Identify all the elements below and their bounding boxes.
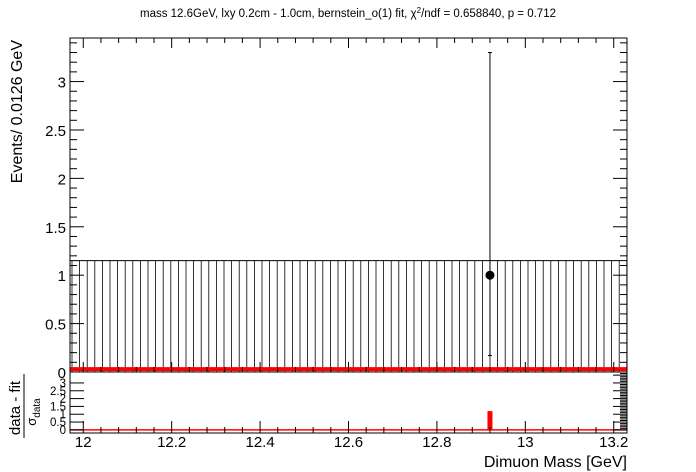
pull-bar bbox=[487, 411, 493, 430]
y-tick-label: 2.5 bbox=[45, 123, 66, 140]
y-axis-label: Events/ 0.0126 GeV bbox=[9, 40, 26, 184]
pull-plot-frame bbox=[69, 371, 628, 434]
y-tick-label: 3 bbox=[58, 75, 66, 92]
x-tick-label: 13.2 bbox=[599, 434, 628, 451]
x-tick-label: 12.2 bbox=[157, 434, 186, 451]
pull-y-tick-label: 3 bbox=[60, 378, 66, 390]
pull-y-label-denominator: σdata bbox=[24, 398, 43, 426]
y-tick-label: 0 bbox=[58, 365, 66, 382]
main-plot-panel: 0 0.5 1 1.5 2 2.5 3 Events/ 0.0126 GeV bbox=[9, 37, 628, 382]
y-tick-label: 1 bbox=[58, 268, 66, 285]
pull-y-tick-label: 2 bbox=[60, 394, 66, 406]
y-tick-label: 0.5 bbox=[45, 317, 66, 334]
pull-y-tick-label: 2.5 bbox=[50, 386, 66, 398]
chart-title: mass 12.6GeV, lxy 0.2cm - 1.0cm, bernste… bbox=[140, 6, 556, 20]
x-tick-label: 12.8 bbox=[422, 434, 451, 451]
x-tick-label: 13 bbox=[517, 434, 534, 451]
data-point bbox=[485, 270, 495, 280]
x-axis-label: Dimuon Mass [GeV] bbox=[484, 454, 627, 471]
fit-uncertainty-band bbox=[70, 260, 627, 372]
pull-plot-panel: 00.511.522.53 12 12.2 12.4 12.6 12.8 13 13.2 d… bbox=[7, 371, 628, 471]
x-tick-label: 12 bbox=[75, 434, 92, 451]
pull-y-tick-label: 0 bbox=[60, 425, 66, 437]
pull-y-tick-label: 1.5 bbox=[50, 401, 66, 413]
x-tick-label: 12.4 bbox=[245, 434, 274, 451]
y-tick-label: 2 bbox=[58, 171, 66, 188]
pull-y-label-numerator: data - fit bbox=[7, 380, 24, 435]
pull-y-tick-label: 1 bbox=[60, 409, 66, 421]
x-tick-label: 12.6 bbox=[334, 434, 363, 451]
pull-y-tick-label: 0.5 bbox=[50, 417, 66, 429]
y-tick-label: 1.5 bbox=[45, 220, 66, 237]
